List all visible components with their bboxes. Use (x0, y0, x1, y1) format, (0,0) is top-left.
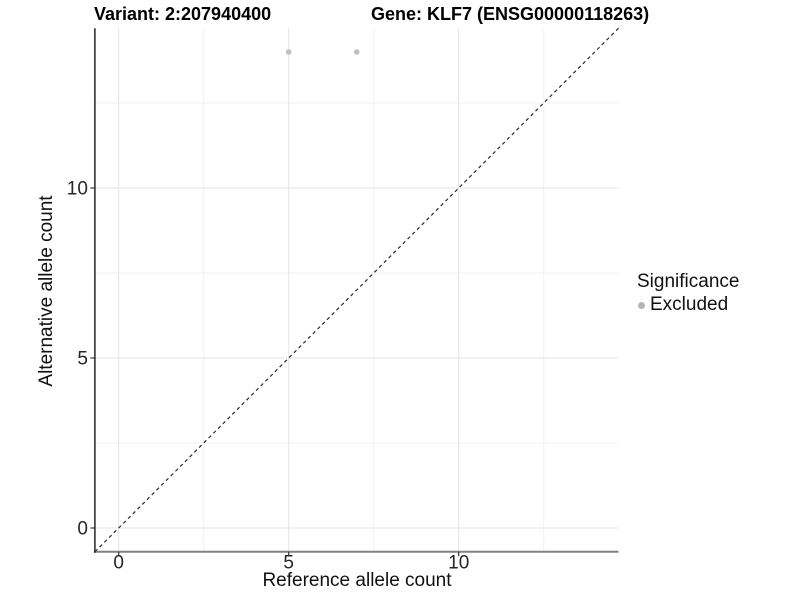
gene-title: Gene: KLF7 (ENSG00000118263) (371, 4, 650, 24)
data-point-excluded (353, 49, 360, 55)
identity-line (94, 27, 619, 553)
variant-title: Variant: 2:207940400 (94, 4, 272, 24)
x-tick-label: 0 (113, 552, 124, 573)
excluded-point-icon (638, 301, 645, 309)
y-axis-title: Alternative allele count (36, 195, 57, 387)
y-tick-label: 10 (67, 179, 88, 200)
x-tick-label: 5 (283, 552, 294, 573)
y-tick-label: 5 (77, 349, 88, 370)
legend: Significance Excluded (637, 271, 739, 315)
x-tick-label: 10 (448, 552, 469, 573)
data-point-excluded (285, 49, 292, 55)
legend-title: Significance (637, 271, 740, 292)
y-tick-label: 0 (77, 519, 88, 540)
identity-dashed-line (94, 27, 619, 553)
data-points (285, 49, 360, 55)
gridlines-major (94, 28, 619, 552)
gridlines-minor (94, 28, 619, 552)
legend-item-excluded: Excluded (638, 295, 739, 315)
legend-item-label: Excluded (650, 294, 729, 315)
axis-ticks (90, 187, 460, 557)
axis-lines (93, 28, 619, 553)
x-axis-title: Reference allele count (262, 570, 452, 591)
axis-tick-labels: 0 5 10 0 5 10 (67, 179, 470, 574)
